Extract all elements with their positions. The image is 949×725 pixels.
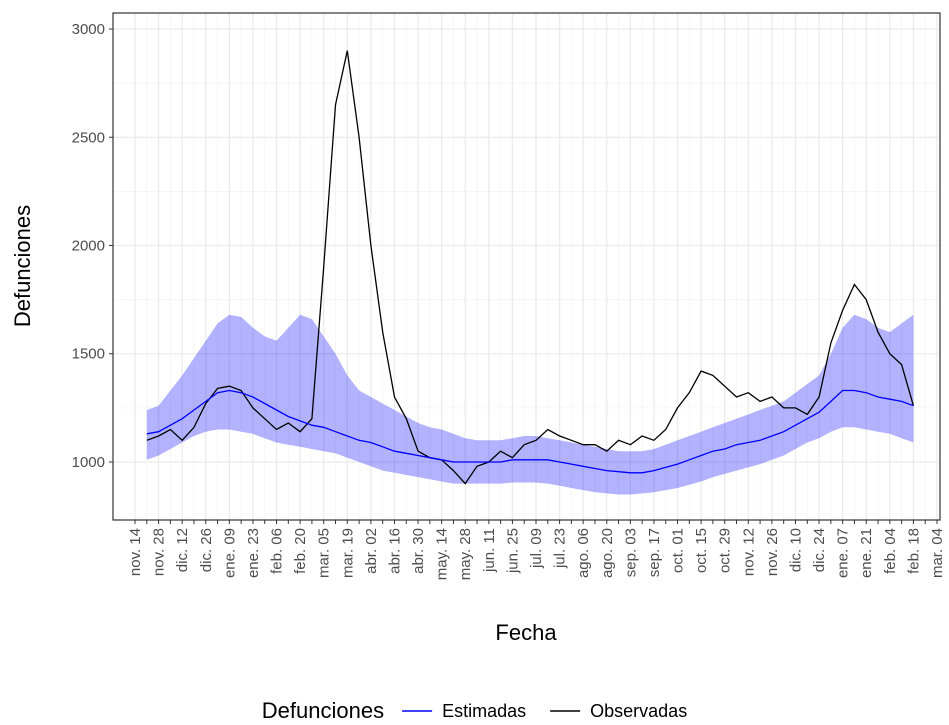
y-tick-label: 2000 [72, 238, 105, 255]
x-tick-label: mar. 04 [929, 528, 946, 578]
y-tick-label: 1000 [72, 454, 105, 471]
x-tick-label: sep. 17 [646, 528, 663, 577]
x-tick-label: jul. 09 [528, 528, 545, 569]
legend-label: Observadas [590, 701, 687, 721]
x-tick-label: dic. 12 [174, 528, 191, 572]
x-tick-label: abr. 02 [363, 528, 380, 574]
x-tick-label: dic. 26 [198, 528, 215, 572]
x-tick-label: dic. 10 [787, 528, 804, 572]
series-line [146, 389, 914, 474]
y-tick-label: 3000 [72, 21, 105, 38]
x-tick-label: jun. 11 [481, 528, 498, 573]
x-tick-label: may. 28 [457, 528, 474, 580]
legend-title: Defunciones [262, 698, 384, 723]
x-tick-label: feb. 20 [292, 528, 309, 574]
x-axis-title: Fecha [495, 620, 557, 645]
x-tick-label: nov. 28 [151, 528, 168, 576]
legend: Defunciones Estimadas Observadas [262, 698, 687, 723]
x-tick-label: ago. 20 [599, 528, 616, 578]
x-tick-label: feb. 06 [269, 528, 286, 574]
x-tick-label: feb. 18 [905, 528, 922, 574]
x-tick-label: nov. 26 [764, 528, 781, 576]
x-tick-label: oct. 29 [717, 528, 734, 573]
x-tick-label: may. 14 [434, 528, 451, 580]
x-tick-label: ene. 09 [221, 528, 238, 578]
x-tick-label: nov. 14 [127, 528, 144, 576]
x-tick-label: ago. 06 [575, 528, 592, 578]
plot-background [113, 13, 940, 520]
y-axis-title: Defunciones [10, 205, 35, 327]
x-tick-label: mar. 05 [316, 528, 333, 578]
x-tick-label: abr. 30 [410, 528, 427, 574]
x-tick-label: ene. 07 [835, 528, 852, 578]
x-tick-label: dic. 24 [811, 528, 828, 572]
series-line [146, 50, 915, 485]
x-tick-label: ene. 21 [858, 528, 875, 578]
x-tick-label: abr. 16 [386, 528, 403, 574]
legend-label: Estimadas [442, 701, 526, 721]
x-tick-label: sep. 03 [622, 528, 639, 577]
grid [113, 13, 940, 520]
marks [146, 50, 915, 495]
x-tick-label: nov. 12 [740, 528, 757, 576]
x-tick-label: oct. 01 [670, 528, 687, 573]
y-tick-label: 1500 [72, 346, 105, 363]
y-tick-label: 2500 [72, 129, 105, 146]
x-tick-label: feb. 04 [882, 528, 899, 574]
x-tick-label: ene. 23 [245, 528, 262, 578]
x-tick-label: jun. 25 [504, 528, 521, 574]
axes: 1000 1500 2000 2500 3000 nov. 14 nov. 28 dic. 1… [72, 21, 946, 580]
plot-border [112, 12, 941, 521]
x-tick-label: oct. 15 [693, 528, 710, 573]
x-tick-label: jul. 23 [552, 528, 569, 569]
x-tick-label: mar. 19 [339, 528, 356, 578]
